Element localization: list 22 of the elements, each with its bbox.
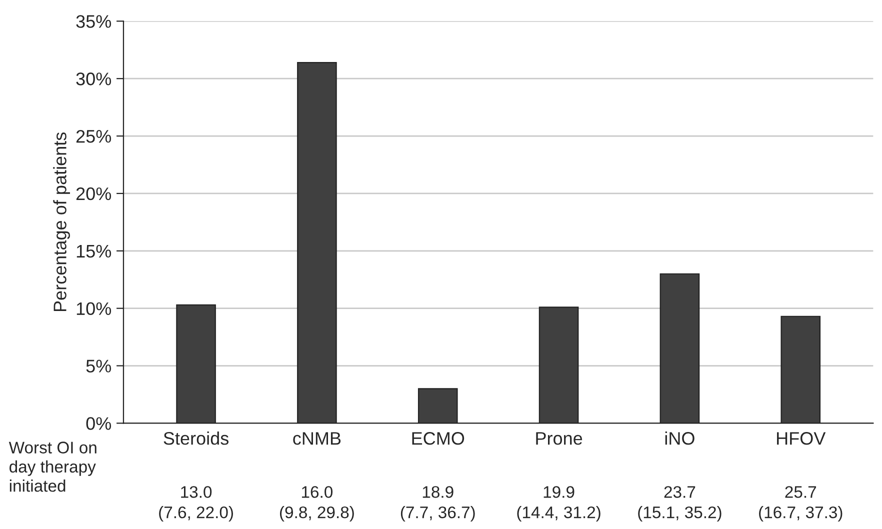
y-tick-label: 5% <box>86 360 112 372</box>
x-tick-label: cNMB <box>293 432 341 445</box>
y-tick-label: 20% <box>76 187 112 200</box>
y-axis-title: Percentage of patients <box>53 132 70 312</box>
x-tick-label: ECMO <box>412 432 464 445</box>
x-tick-label: HFOV <box>777 432 826 445</box>
text: 18.9 (7.7, 36.7) <box>400 486 475 522</box>
text: 16.0 (9.8, 29.8) <box>280 486 354 522</box>
text: 19.9 (14.4, 31.2) <box>517 486 600 522</box>
y-tick-label: 15% <box>76 244 112 258</box>
text: 13.0 (7.6, 22.0) <box>159 486 233 522</box>
y-tick-label: 30% <box>76 72 112 86</box>
x-tick-label: Steroids <box>164 432 228 445</box>
x-tick-label: Prone <box>536 432 582 445</box>
y-tick-label: 35% <box>76 15 112 28</box>
text: 25.7 (16.7, 37.3) <box>759 486 842 522</box>
x-tick-label: iNO <box>665 432 694 445</box>
text: Worst OI on day therapy initiated <box>8 442 96 492</box>
y-tick-label: 10% <box>76 302 112 316</box>
text: 23.7 (15.1, 35.2) <box>638 486 722 522</box>
y-tick-label: 0% <box>86 417 112 430</box>
y-tick-label: 25% <box>76 130 112 143</box>
